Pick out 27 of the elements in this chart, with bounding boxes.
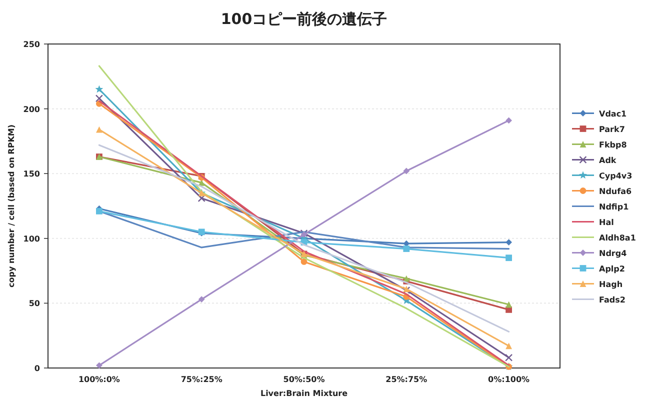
x-tick-label: 25%:75% — [386, 375, 428, 384]
x-axis-title: Liver:Brain Mixture — [260, 389, 348, 398]
y-axis-title: copy number / cell (based on RPKM) — [7, 124, 16, 288]
y-tick-label: 250 — [23, 40, 40, 49]
y-tick-label: 200 — [23, 104, 40, 114]
x-tick-label: 50%:50% — [283, 375, 325, 384]
x-tick-label: 100%:0% — [78, 375, 120, 384]
legend-label: Hal — [599, 218, 614, 227]
y-tick-label: 0 — [34, 364, 40, 373]
x-tick-label: 0%:100% — [488, 375, 530, 384]
legend-label: Aplp2 — [599, 264, 625, 274]
legend-label: Cyp4v3 — [599, 171, 632, 180]
legend-label: Hagh — [599, 280, 623, 289]
legend-label: Ndufa6 — [599, 186, 632, 196]
y-tick-label: 150 — [23, 170, 40, 179]
x-tick-label: 75%:25% — [180, 375, 222, 384]
legend-label: Fads2 — [599, 295, 626, 304]
legend-label: Park7 — [599, 124, 625, 134]
y-tick-label: 50 — [28, 299, 40, 308]
legend-label: Vdac1 — [599, 109, 628, 118]
legend-label: Aldh8a1 — [599, 233, 636, 242]
legend-label: Adk — [599, 156, 617, 165]
legend-label: Ndfip1 — [599, 202, 630, 212]
legend-label: Ndrg4 — [599, 248, 628, 258]
legend-label: Fkbp8 — [599, 140, 628, 150]
y-tick-label: 100 — [23, 234, 40, 244]
chart-title: 100コピー前後の遺伝子 — [220, 10, 388, 28]
